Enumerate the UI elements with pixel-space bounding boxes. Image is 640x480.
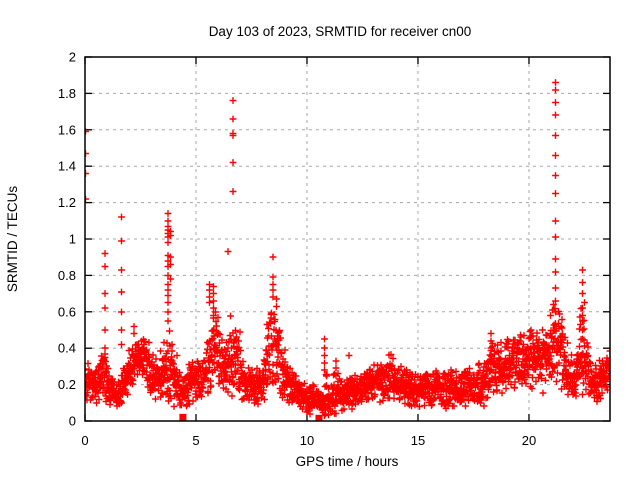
x-tick-label: 20 [522, 433, 536, 448]
y-tick-labels: 0 0.2 0.4 0.6 0.8 1 1.2 1.4 1.6 1.8 2 [58, 50, 76, 429]
x-tick-labels: 0 5 10 15 20 [81, 433, 536, 448]
y-tick-label: 1.8 [58, 86, 76, 101]
square-markers [179, 413, 323, 421]
y-tick-label: 0.2 [58, 377, 76, 392]
y-axis-label: SRMTID / TECUs [5, 186, 20, 293]
y-tick-label: 0.8 [58, 268, 76, 283]
square-marker [315, 414, 323, 421]
y-tick-label: 2 [69, 50, 76, 65]
y-tick-label: 0.6 [58, 304, 76, 319]
y-tick-label: 1.4 [58, 159, 76, 174]
x-tick-label: 0 [81, 433, 88, 448]
y-tick-label: 0 [69, 414, 76, 429]
square-marker [179, 413, 187, 421]
y-tick-label: 1.2 [58, 195, 76, 210]
data-points-series [85, 79, 610, 419]
chart-title: Day 103 of 2023, SRMTID for receiver cn0… [209, 24, 472, 39]
y-tick-label: 0.4 [58, 341, 76, 356]
x-tick-label: 15 [411, 433, 425, 448]
x-tick-label: 10 [300, 433, 314, 448]
x-axis-label: GPS time / hours [296, 454, 399, 469]
y-tick-label: 1 [69, 232, 76, 247]
y-tick-label: 1.6 [58, 122, 76, 137]
x-tick-label: 5 [192, 433, 199, 448]
plot-border [84, 56, 611, 422]
